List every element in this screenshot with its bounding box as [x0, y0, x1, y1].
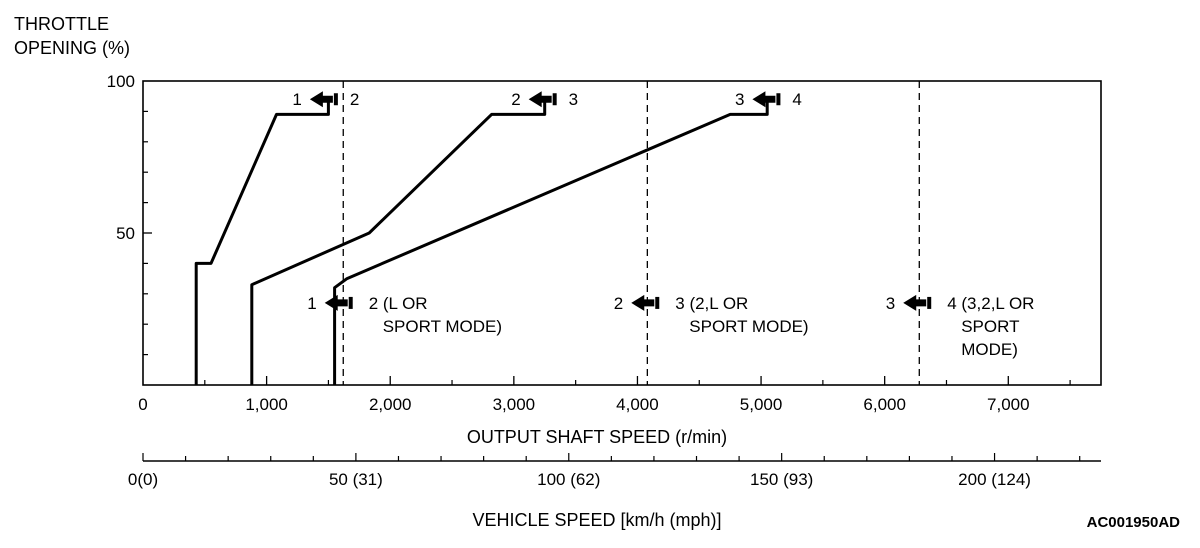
- shift-line-1: [194, 102, 330, 385]
- kickdown-to-label-line: SPORT: [961, 317, 1019, 336]
- upshift-to-label: 3: [569, 90, 578, 109]
- speed-tick-label: 100 (62): [537, 470, 600, 489]
- x-tick-label: 3,000: [493, 395, 536, 414]
- shift-line-2: [250, 102, 547, 385]
- x-tick-label: 5,000: [740, 395, 783, 414]
- x-axis-title: OUTPUT SHAFT SPEED (r/min): [467, 427, 727, 447]
- y-tick-label: 50: [116, 224, 135, 243]
- x-tick-label: 0: [138, 395, 147, 414]
- upshift-from-label: 3: [735, 90, 744, 109]
- speed-tick-label: 0(0): [128, 470, 158, 489]
- upshift-arrow-1: [309, 91, 333, 108]
- x-tick-label: 6,000: [863, 395, 906, 414]
- kickdown-arrow-1-bar: [348, 296, 353, 309]
- x-tick-label: 1,000: [245, 395, 288, 414]
- upshift-to-label: 2: [350, 90, 359, 109]
- speed-tick-label: 150 (93): [750, 470, 813, 489]
- kickdown-to-label-line: MODE): [961, 340, 1018, 359]
- upshift-from-label: 1: [292, 90, 301, 109]
- kickdown-to-label-line: 4 (3,2,L OR: [947, 294, 1034, 313]
- upshift-arrow-3: [752, 91, 776, 108]
- kickdown-to-label-line: 2 (L OR: [369, 294, 428, 313]
- upshift-from-label: 2: [511, 90, 520, 109]
- kickdown-arrow-3-bar: [927, 296, 932, 309]
- shift-line-3: [333, 102, 769, 385]
- speed-tick-label: 200 (124): [958, 470, 1031, 489]
- y-axis-title-line-1: THROTTLE: [14, 14, 109, 34]
- upshift-arrow-3-bar: [776, 93, 781, 106]
- x-tick-label: 2,000: [369, 395, 412, 414]
- speed-tick-label: 50 (31): [329, 470, 383, 489]
- kickdown-arrow-2: [631, 294, 655, 311]
- upshift-arrow-2: [528, 91, 552, 108]
- kickdown-from-label: 1: [307, 294, 316, 313]
- figure-code: AC001950AD: [1087, 514, 1181, 531]
- y-axis-title-line-2: OPENING (%): [14, 38, 130, 58]
- kickdown-arrow-3: [903, 294, 927, 311]
- plot-frame: [142, 80, 1102, 386]
- kickdown-to-label-line: SPORT MODE): [383, 317, 502, 336]
- upshift-to-label: 4: [792, 90, 801, 109]
- y-tick-label: 100: [107, 72, 135, 91]
- x-tick-label: 4,000: [616, 395, 659, 414]
- kickdown-to-label-line: SPORT MODE): [689, 317, 808, 336]
- kickdown-arrow-2-bar: [655, 296, 660, 309]
- kickdown-from-label: 2: [614, 294, 623, 313]
- kickdown-to-label-line: 3 (2,L OR: [675, 294, 748, 313]
- x-tick-label: 7,000: [987, 395, 1030, 414]
- kickdown-from-label: 3: [886, 294, 895, 313]
- upshift-arrow-2-bar: [552, 93, 557, 106]
- vehicle-speed-axis-title: VEHICLE SPEED [km/h (mph)]: [472, 510, 721, 530]
- kickdown-arrow-1: [324, 294, 348, 311]
- upshift-arrow-1-bar: [333, 93, 338, 106]
